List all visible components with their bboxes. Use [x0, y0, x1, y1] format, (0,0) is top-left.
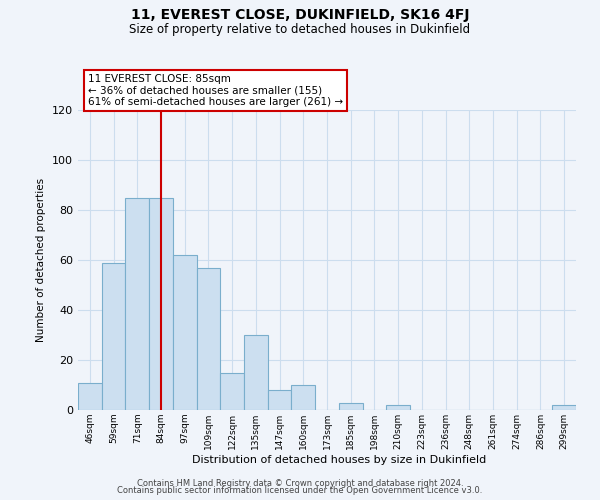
- Bar: [339, 402, 362, 410]
- Bar: [102, 262, 125, 410]
- Bar: [197, 268, 220, 410]
- Bar: [173, 255, 197, 410]
- Bar: [149, 198, 173, 410]
- Bar: [220, 372, 244, 410]
- Bar: [268, 390, 292, 410]
- Text: 11, EVEREST CLOSE, DUKINFIELD, SK16 4FJ: 11, EVEREST CLOSE, DUKINFIELD, SK16 4FJ: [131, 8, 469, 22]
- Text: Distribution of detached houses by size in Dukinfield: Distribution of detached houses by size …: [192, 455, 486, 465]
- Bar: [292, 385, 315, 410]
- Bar: [552, 405, 576, 410]
- Bar: [386, 405, 410, 410]
- Text: Size of property relative to detached houses in Dukinfield: Size of property relative to detached ho…: [130, 22, 470, 36]
- Bar: [78, 382, 102, 410]
- Bar: [244, 335, 268, 410]
- Text: Contains public sector information licensed under the Open Government Licence v3: Contains public sector information licen…: [118, 486, 482, 495]
- Bar: [125, 198, 149, 410]
- Text: Contains HM Land Registry data © Crown copyright and database right 2024.: Contains HM Land Registry data © Crown c…: [137, 478, 463, 488]
- Y-axis label: Number of detached properties: Number of detached properties: [37, 178, 46, 342]
- Text: 11 EVEREST CLOSE: 85sqm
← 36% of detached houses are smaller (155)
61% of semi-d: 11 EVEREST CLOSE: 85sqm ← 36% of detache…: [88, 74, 343, 107]
